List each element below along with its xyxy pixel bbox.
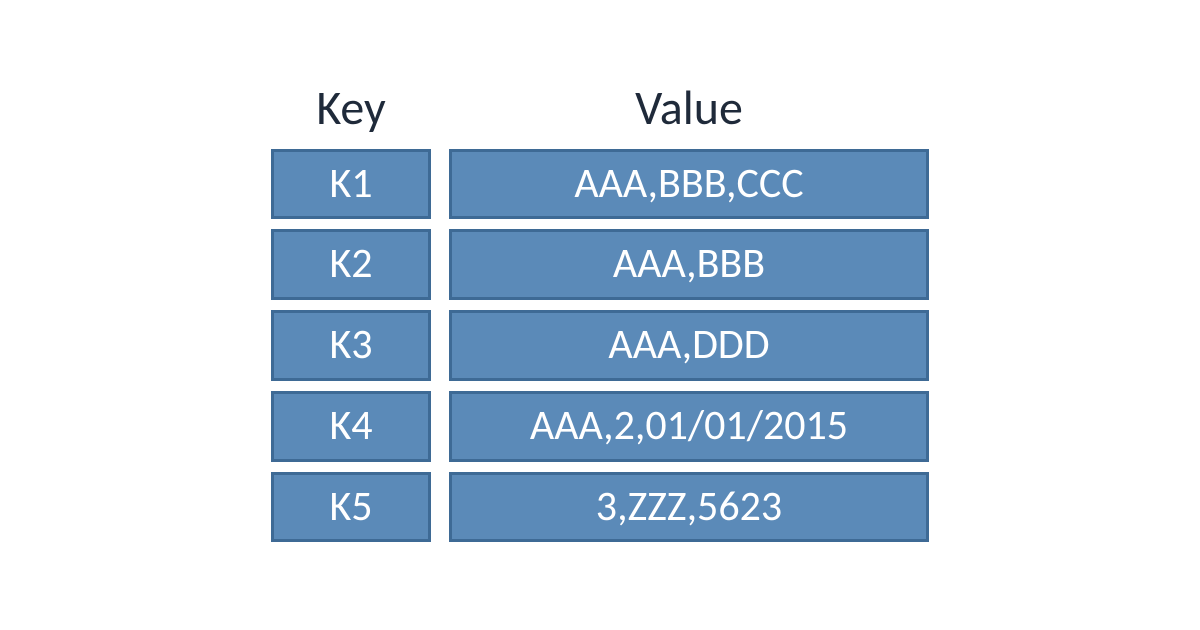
value-cell: AAA,2,01/01/2015 (449, 391, 929, 462)
value-column: Value AAA,BBB,CCC AAA,BBB AAA,DDD AAA,2,… (449, 78, 929, 552)
value-cell: 3,ZZZ,5623 (449, 472, 929, 543)
key-cell: K4 (271, 391, 431, 462)
key-cell: K3 (271, 310, 431, 381)
value-cell: AAA,BBB,CCC (449, 149, 929, 220)
key-header: Key (271, 78, 431, 137)
key-value-table: Key K1 K2 K3 K4 K5 Value AAA,BBB,CCC AAA… (271, 78, 929, 552)
key-cell: K5 (271, 472, 431, 543)
key-cell: K1 (271, 149, 431, 220)
key-column: Key K1 K2 K3 K4 K5 (271, 78, 431, 552)
key-cell: K2 (271, 229, 431, 300)
value-cell: AAA,BBB (449, 229, 929, 300)
value-cell: AAA,DDD (449, 310, 929, 381)
value-header: Value (449, 78, 929, 137)
